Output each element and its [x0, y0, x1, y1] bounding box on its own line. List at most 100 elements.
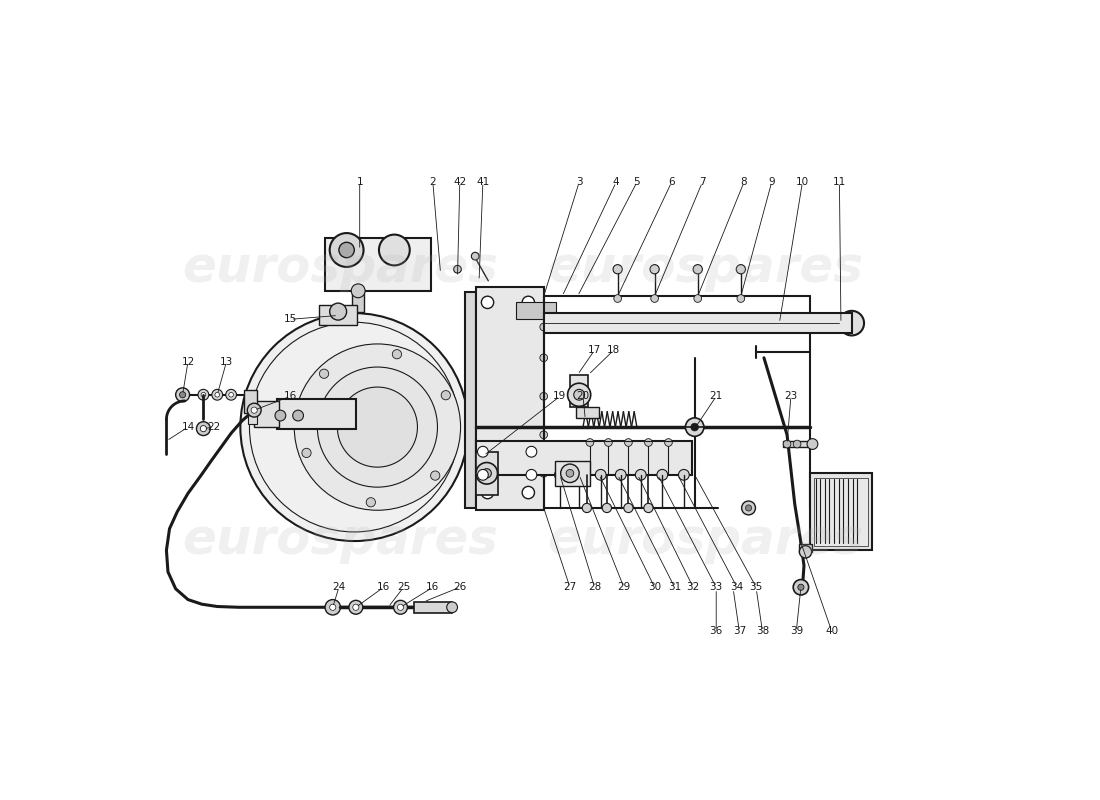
Circle shape [240, 313, 469, 541]
Bar [814, 478, 868, 546]
Circle shape [430, 471, 440, 480]
Text: 6: 6 [668, 178, 675, 187]
Text: 20: 20 [576, 391, 590, 402]
Circle shape [317, 367, 438, 487]
Circle shape [540, 323, 548, 331]
Circle shape [679, 470, 690, 480]
Bar [783, 441, 813, 447]
Text: 41: 41 [476, 178, 490, 187]
Circle shape [737, 294, 745, 302]
Circle shape [200, 426, 207, 432]
Circle shape [482, 296, 494, 309]
Circle shape [214, 393, 220, 397]
Circle shape [397, 604, 404, 610]
Text: 2: 2 [429, 178, 437, 187]
Bar [277, 398, 356, 430]
Bar [352, 291, 364, 312]
Circle shape [693, 265, 703, 274]
Circle shape [250, 322, 459, 532]
Text: 32: 32 [686, 582, 700, 592]
Bar [414, 602, 452, 613]
Circle shape [540, 393, 548, 400]
Circle shape [248, 403, 261, 417]
Text: 18: 18 [607, 345, 620, 355]
Circle shape [482, 486, 494, 498]
Circle shape [540, 470, 548, 477]
Circle shape [691, 423, 698, 431]
Circle shape [351, 284, 365, 298]
Bar [576, 407, 600, 418]
Circle shape [275, 410, 286, 421]
Circle shape [366, 498, 375, 507]
Text: 17: 17 [587, 345, 602, 355]
Circle shape [793, 579, 808, 595]
Bar [810, 474, 871, 550]
Circle shape [378, 234, 409, 266]
Circle shape [685, 418, 704, 436]
Bar [249, 404, 257, 424]
Circle shape [614, 294, 622, 302]
Bar [476, 452, 497, 495]
Text: eurospares: eurospares [547, 515, 862, 563]
Circle shape [229, 393, 233, 397]
Circle shape [476, 462, 497, 484]
Text: 16: 16 [426, 582, 440, 592]
Circle shape [595, 470, 606, 480]
Bar [476, 441, 692, 475]
Circle shape [477, 446, 488, 457]
Circle shape [603, 503, 612, 513]
Circle shape [839, 311, 865, 335]
Text: 21: 21 [710, 391, 723, 402]
Text: 9: 9 [768, 178, 776, 187]
Bar [516, 302, 556, 319]
Circle shape [636, 470, 646, 480]
Circle shape [613, 265, 623, 274]
Bar [476, 287, 543, 510]
Circle shape [330, 233, 363, 267]
Circle shape [319, 369, 329, 378]
Text: 38: 38 [756, 626, 769, 636]
Circle shape [522, 296, 535, 309]
Circle shape [301, 448, 311, 458]
Circle shape [554, 470, 565, 480]
Text: 27: 27 [563, 582, 576, 592]
Text: 40: 40 [825, 626, 838, 636]
Circle shape [212, 390, 222, 400]
Text: 37: 37 [733, 626, 746, 636]
Circle shape [540, 354, 548, 362]
Circle shape [330, 303, 346, 320]
Text: 12: 12 [182, 357, 195, 366]
Text: eurospares: eurospares [183, 245, 498, 293]
Circle shape [807, 438, 818, 450]
Bar [554, 461, 590, 486]
Circle shape [522, 486, 535, 498]
Circle shape [453, 266, 461, 273]
Text: 24: 24 [332, 582, 345, 592]
Circle shape [339, 242, 354, 258]
Circle shape [179, 392, 186, 398]
Circle shape [197, 422, 210, 435]
Circle shape [793, 440, 801, 448]
Circle shape [783, 440, 791, 448]
Bar [543, 313, 851, 333]
Circle shape [349, 600, 363, 614]
Circle shape [798, 584, 804, 590]
Text: 8: 8 [740, 178, 747, 187]
Circle shape [353, 604, 359, 610]
Circle shape [574, 390, 584, 400]
Text: 22: 22 [207, 422, 220, 432]
Text: 1: 1 [356, 178, 363, 187]
Text: 33: 33 [710, 582, 723, 592]
Circle shape [295, 344, 461, 510]
Circle shape [394, 600, 407, 614]
Text: 3: 3 [575, 178, 583, 187]
Text: eurospares: eurospares [183, 515, 498, 563]
Text: 34: 34 [730, 582, 744, 592]
Bar [326, 238, 431, 291]
Circle shape [736, 265, 746, 274]
Text: 39: 39 [790, 626, 803, 636]
Bar [254, 401, 279, 427]
Circle shape [482, 469, 492, 478]
Circle shape [393, 350, 402, 359]
Circle shape [644, 503, 653, 513]
